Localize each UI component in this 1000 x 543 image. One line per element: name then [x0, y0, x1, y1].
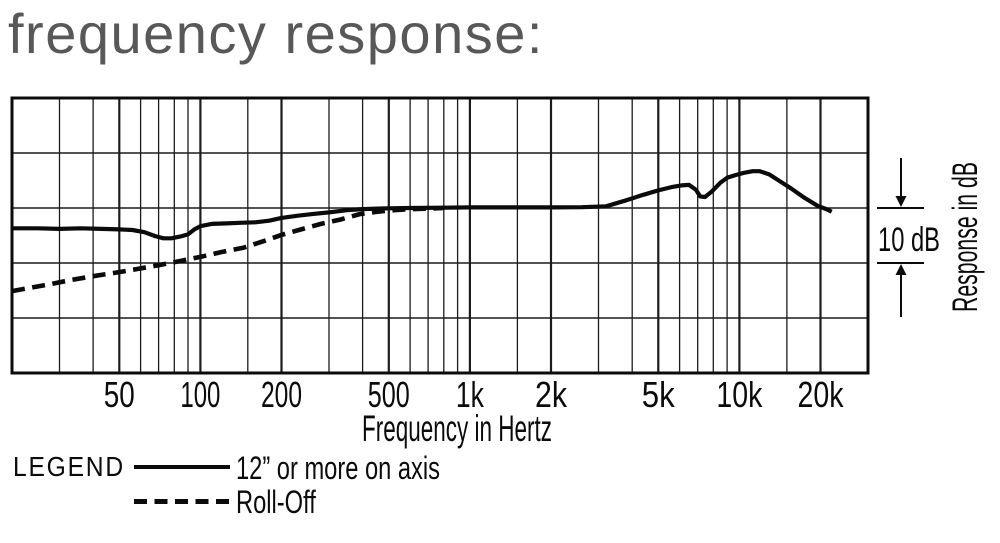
x-tick-label: 200	[261, 374, 302, 415]
x-tick-label: 10k	[716, 374, 763, 415]
arrow-up-head	[895, 264, 907, 275]
legend-label-on-axis: 12” or more on axis	[236, 450, 440, 486]
arrow-down-head	[895, 196, 907, 207]
curves	[11, 169, 833, 294]
x-tick-label: 2k	[535, 374, 568, 415]
x-tick-label: 5k	[642, 374, 676, 415]
x-tick-label: 100	[180, 374, 220, 415]
plot-border	[10, 96, 870, 375]
x-axis-title: Frequency in Hertz	[362, 408, 552, 449]
legend-dashed-line-sample	[134, 499, 231, 504]
page-title: frequency response:	[8, 2, 544, 65]
x-tick-label: 500	[368, 374, 410, 415]
x-tick-label: 50	[104, 374, 135, 415]
y-axis-title: Response in dB	[946, 162, 985, 312]
x-tick-label: 1k	[456, 374, 485, 415]
on-axis-curve	[12, 169, 833, 241]
legend-label-roll-off: Roll-Off	[236, 484, 316, 520]
legend-solid-line-sample	[134, 465, 230, 469]
roll-off-curve	[11, 205, 444, 294]
legend-heading: LEGEND	[13, 451, 125, 482]
x-tick-label: 20k	[798, 374, 845, 415]
grid	[10, 96, 870, 375]
db-scale-label: 10 dB	[878, 221, 940, 259]
x-axis: 50 100 200 500 1k 2k 5k 10k 20k Frequency in Hert…	[104, 374, 844, 449]
db-scale-indicator: 10 dB Response in dB	[877, 158, 985, 317]
